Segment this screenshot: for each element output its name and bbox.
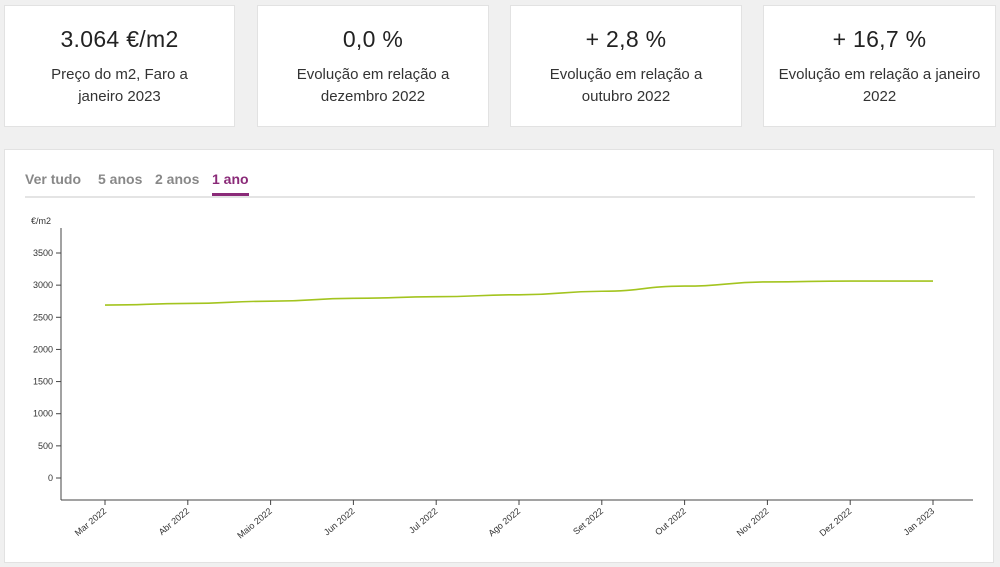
- y-tick-label: 3500: [33, 248, 53, 258]
- price-chart-panel: Ver tudo 5 anos 2 anos 1 ano €/m2 0 500 10…: [4, 149, 994, 563]
- x-tick-label: Ago 2022: [486, 506, 522, 538]
- data-point[interactable]: [101, 301, 109, 309]
- stat-label: Evolução em relação a dezembro 2022: [296, 66, 450, 105]
- data-point[interactable]: [598, 287, 606, 295]
- stats-row: 3.064 €/m2 Preço do m2, Faro a janeiro 2…: [4, 5, 996, 127]
- y-tick-label: 2000: [33, 344, 53, 354]
- x-tick-label: Mar 2022: [73, 506, 109, 538]
- stat-value: + 2,8 %: [585, 26, 667, 52]
- price-series-line[interactable]: [104, 280, 933, 306]
- stat-label: Evolução em relação a outubro 2022: [549, 66, 703, 105]
- data-point[interactable]: [432, 293, 440, 301]
- stat-value: 0,0 %: [342, 26, 404, 52]
- stat-card-evolution-october: + 2,8 % Evolução em relação a outubro 20…: [510, 5, 742, 127]
- data-point[interactable]: [929, 277, 937, 285]
- x-axis: Mar 2022 Abr 2022 Maio 2022 Jun 2022 Jul 202…: [61, 499, 973, 541]
- tab-2-years[interactable]: 2 anos: [155, 171, 200, 187]
- stat-value: + 16,7 %: [832, 26, 927, 52]
- y-tick-label: 500: [38, 441, 53, 451]
- y-tick-label: 1500: [33, 377, 53, 387]
- data-point[interactable]: [267, 297, 275, 305]
- stat-value: 3.064 €/m2: [60, 26, 179, 52]
- tab-5-years[interactable]: 5 anos: [98, 171, 143, 187]
- x-tick-label: Nov 2022: [735, 506, 771, 538]
- x-tick-label: Maio 2022: [235, 506, 274, 541]
- data-point[interactable]: [763, 278, 771, 286]
- x-tick-label: Jan 2023: [901, 506, 936, 537]
- y-axis-label: €/m2: [31, 216, 51, 226]
- data-point[interactable]: [681, 282, 689, 290]
- period-tabs: Ver tudo 5 anos 2 anos 1 ano: [25, 170, 975, 198]
- stat-card-evolution-december: 0,0 % Evolução em relação a dezembro 202…: [257, 5, 489, 127]
- tab-1-year[interactable]: 1 ano: [212, 171, 249, 196]
- y-tick-label: 0: [48, 473, 53, 483]
- data-point[interactable]: [184, 299, 192, 307]
- price-line-chart: €/m2 0 500 1000 1500 2000 2500 3000 3500 Mar 20…: [31, 216, 973, 541]
- y-tick-label: 3000: [33, 280, 53, 290]
- stat-label: Preço do m2, Faro a janeiro 2023: [51, 66, 188, 105]
- x-tick-label: Out 2022: [653, 506, 688, 537]
- x-tick-label: Jul 2022: [407, 506, 439, 536]
- stat-card-price: 3.064 €/m2 Preço do m2, Faro a janeiro 2…: [4, 5, 235, 127]
- stat-card-evolution-january: + 16,7 % Evolução em relação a janeiro 2…: [763, 5, 996, 127]
- x-tick-label: Abr 2022: [157, 506, 191, 537]
- y-tick-label: 1000: [33, 409, 53, 419]
- y-axis: 0 500 1000 1500 2000 2500 3000 3500: [33, 228, 62, 500]
- stat-label: Evolução em relação a janeiro 2022: [778, 66, 981, 105]
- data-point[interactable]: [515, 291, 523, 299]
- series: [101, 277, 937, 309]
- data-point[interactable]: [846, 277, 854, 285]
- x-tick-label: Dez 2022: [818, 506, 854, 538]
- data-point[interactable]: [349, 294, 357, 302]
- x-tick-label: Set 2022: [571, 506, 605, 537]
- tab-all[interactable]: Ver tudo: [25, 171, 82, 187]
- x-tick-label: Jun 2022: [322, 506, 357, 537]
- y-tick-label: 2500: [33, 312, 53, 322]
